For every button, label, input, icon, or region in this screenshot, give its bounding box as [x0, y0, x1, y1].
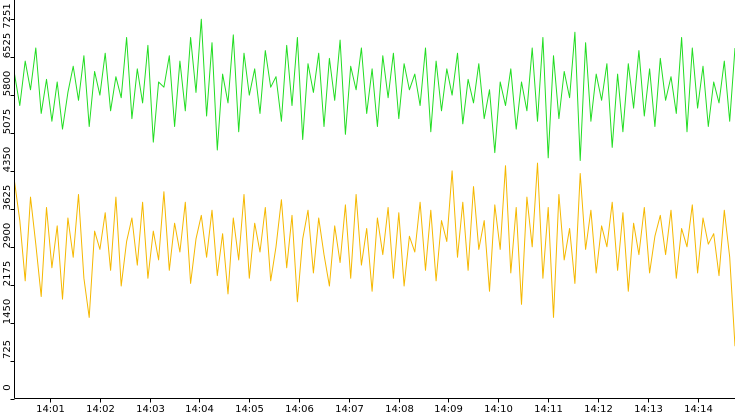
- y-tick-label: 6525: [2, 33, 13, 58]
- x-tick-label: 14:05: [235, 404, 264, 415]
- x-tick-label: 14:04: [185, 404, 214, 415]
- y-axis-ticks: 0 725 1450 2175 2900 3625 4350 5075 5800 6525 7251: [2, 3, 15, 400]
- y-tick-label: 0: [2, 384, 13, 390]
- x-tick-label: 14:02: [86, 404, 115, 415]
- x-tick-label: 14:14: [684, 404, 713, 415]
- y-tick-label: 2900: [2, 223, 13, 248]
- x-tick-label: 14:09: [434, 404, 463, 415]
- x-tick-label: 14:13: [634, 404, 663, 415]
- series-line-2: [14, 162, 735, 347]
- x-tick-label: 14:03: [136, 404, 165, 415]
- y-tick-label: 1450: [2, 299, 13, 324]
- y-tick-label: 5800: [2, 71, 13, 96]
- y-tick-label: 5075: [2, 109, 13, 134]
- series-line-1: [14, 18, 735, 161]
- y-tick-label: 3625: [2, 185, 13, 210]
- series-layer: [14, 18, 735, 347]
- x-tick-label: 14:06: [285, 404, 314, 415]
- x-axis-ticks: 14:01 14:02 14:03 14:04 14:05 14:06 14:07 14:08…: [36, 398, 713, 415]
- y-tick-label: 4350: [2, 147, 13, 172]
- y-tick-label: 725: [2, 340, 13, 359]
- y-tick-label: 7251: [2, 3, 13, 28]
- x-tick-label: 14:08: [385, 404, 414, 415]
- x-tick-label: 14:07: [335, 404, 364, 415]
- x-tick-label: 14:11: [534, 404, 563, 415]
- x-tick-label: 14:12: [584, 404, 613, 415]
- y-tick-label: 2175: [2, 261, 13, 286]
- x-tick-label: 14:01: [36, 404, 65, 415]
- x-tick-label: 14:10: [484, 404, 513, 415]
